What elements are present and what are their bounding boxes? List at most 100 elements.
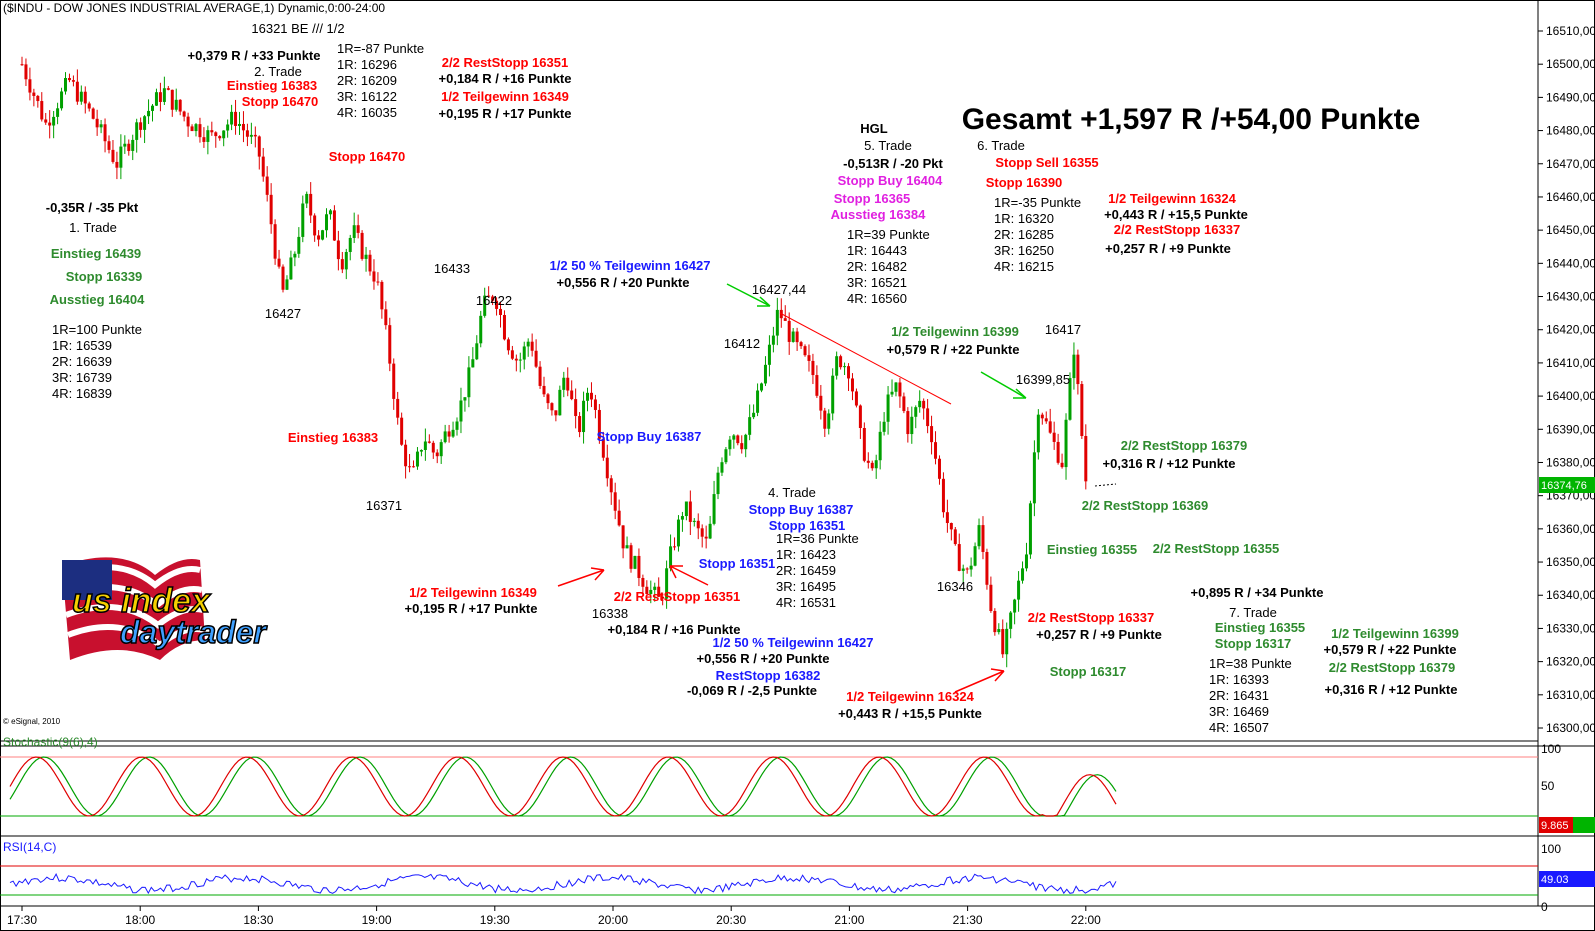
annotation-label: 1R: 16393: [1209, 672, 1269, 687]
candle-body: [60, 91, 64, 109]
candle-body: [526, 341, 530, 347]
candle-body: [574, 399, 578, 417]
candle-body: [423, 441, 427, 451]
candle-body: [269, 194, 273, 225]
candle-body: [1064, 419, 1068, 468]
candle-body: [119, 146, 123, 168]
candle-body: [123, 143, 127, 147]
logo-line1: us index: [72, 582, 212, 620]
candle-body: [1013, 599, 1017, 613]
candle-body: [937, 458, 941, 479]
annotation-label: 1R: 16443: [847, 243, 907, 258]
candle-body: [459, 400, 463, 422]
candle-body: [483, 295, 487, 316]
candle-body: [949, 523, 953, 530]
x-tick-label: 18:00: [125, 913, 155, 927]
annotation-label: Einstieg 16383: [227, 78, 317, 93]
annotation-label: +0,195 R / +17 Punkte: [439, 106, 572, 121]
candle-body: [218, 136, 222, 139]
candle-body: [538, 366, 542, 386]
candle-body: [95, 118, 99, 128]
candle-body: [190, 126, 194, 132]
candle-body: [356, 225, 360, 233]
annotation-label: 4R: 16839: [52, 386, 112, 401]
stoch-last-badge: 9.865: [1539, 817, 1595, 833]
annotation-label: 16338: [592, 606, 628, 621]
candle-body: [795, 331, 799, 343]
candle-body: [198, 124, 202, 138]
candle-body: [530, 341, 534, 351]
candle-body: [894, 382, 898, 392]
candle-body: [285, 279, 289, 290]
annotation-label: Einstieg 16439: [51, 246, 141, 261]
candle-body: [91, 108, 95, 119]
annotation-label: +0,379 R / +33 Punkte: [188, 48, 321, 63]
candle-body: [522, 346, 526, 360]
candle-body: [645, 586, 649, 594]
candle-body: [71, 80, 75, 82]
y-tick-label: 16420,00: [1546, 323, 1595, 337]
candle-body: [372, 271, 376, 282]
candle-body: [241, 123, 245, 131]
candle-body: [1021, 568, 1025, 581]
annotation-label: Stopp 16339: [66, 269, 143, 284]
rsi-last-badge: 49.03: [1539, 871, 1595, 887]
annotation-label: 1R: 16296: [337, 57, 397, 72]
candle-body: [475, 343, 479, 360]
annotation-label: 16427: [265, 306, 301, 321]
candle-body: [214, 132, 218, 137]
candle-body: [700, 528, 704, 537]
annotation-label: Stopp Sell 16355: [995, 155, 1098, 170]
candle-body: [783, 318, 787, 321]
candle-body: [491, 296, 495, 301]
candle-body: [597, 409, 601, 439]
annotation-label: 2R: 16209: [337, 73, 397, 88]
candle-body: [673, 546, 677, 548]
candle-body: [748, 417, 752, 435]
annotation-label: 2/2 RestStopp 16379: [1121, 438, 1247, 453]
annotation-label: 16422: [476, 293, 512, 308]
candle-body: [550, 403, 554, 411]
annotation-label: 2R: 16285: [994, 227, 1054, 242]
candle-body: [139, 122, 143, 130]
candle-body: [186, 116, 190, 127]
x-tick-label: 22:00: [1071, 913, 1101, 927]
candle-body: [348, 237, 352, 252]
candle-body: [882, 421, 886, 432]
candle-body: [427, 441, 431, 443]
annotation-label: 16412: [724, 336, 760, 351]
candle-body: [965, 568, 969, 570]
candle-body: [182, 111, 186, 117]
stoch-label: Stochastic(9(6),4): [3, 735, 98, 749]
candle-body: [502, 315, 506, 340]
candle-body: [862, 427, 866, 461]
x-tick-label: 19:00: [362, 913, 392, 927]
candle-body: [977, 525, 981, 547]
candle-body: [404, 444, 408, 467]
candle-body: [52, 116, 56, 126]
candle-body: [336, 240, 340, 260]
annotation-label: Ausstieg 16384: [831, 207, 926, 222]
annotation-label: 16371: [366, 498, 402, 513]
annotation-label: +0,257 R / +9 Punkte: [1036, 627, 1162, 642]
candle-body: [415, 451, 419, 467]
candle-body: [1044, 418, 1048, 422]
candle-body: [767, 344, 771, 365]
candle-body: [831, 375, 835, 414]
annotation-label: 1. Trade: [69, 220, 117, 235]
annotation-label: 4. Trade: [768, 485, 816, 500]
annotation-label: 3R: 16495: [776, 579, 836, 594]
candle-body: [534, 350, 538, 367]
annotation-label: -0,35R / -35 Pkt: [46, 200, 139, 215]
annotation-label: 16417: [1045, 322, 1081, 337]
candle-body: [941, 478, 945, 513]
candle-body: [827, 413, 831, 429]
annotation-label: 3R: 16250: [994, 243, 1054, 258]
candle-body: [64, 78, 68, 92]
y-tick-label: 16500,00: [1546, 57, 1595, 71]
annotation-label: 1R=38 Punkte: [1209, 656, 1292, 671]
annotation-label: 1/2 50 % Teilgewinn 16427: [713, 635, 874, 650]
candle-body: [953, 529, 957, 545]
candle-body: [902, 396, 906, 412]
